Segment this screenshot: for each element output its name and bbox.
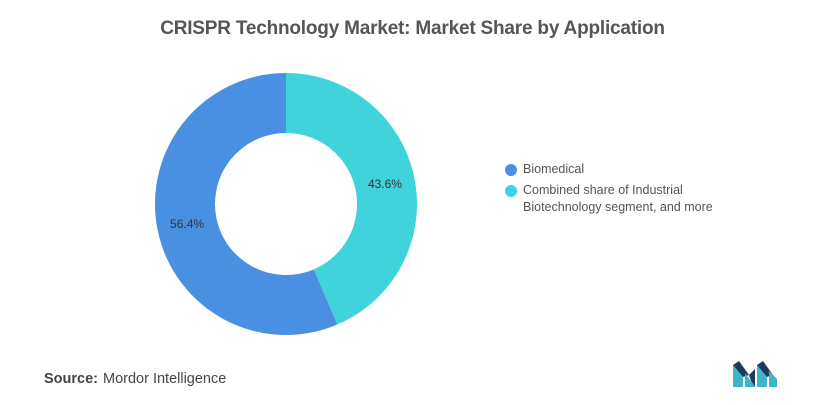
source-note: Source: Mordor Intelligence [44, 371, 226, 387]
chart-title: CRISPR Technology Market: Market Share b… [160, 18, 665, 39]
mordor-intelligence-logo-icon [733, 361, 777, 387]
legend-swatch-biomedical [505, 164, 517, 176]
legend-swatch-industrial [505, 185, 517, 197]
donut-label-industrial: 43.6% [368, 177, 402, 191]
legend-item-industrial: Combined share of Industrial Biotechnolo… [505, 182, 805, 216]
legend-label-industrial: Combined share of Industrial Biotechnolo… [523, 183, 713, 214]
source-value: Mordor Intelligence [103, 371, 227, 387]
legend-item-biomedical: Biomedical [505, 161, 805, 178]
donut-slice-industrial [286, 73, 417, 325]
legend-label-biomedical: Biomedical [523, 162, 585, 176]
chart-legend: Biomedical Combined share of Industrial … [505, 161, 805, 220]
source-label: Source: [44, 371, 98, 387]
donut-label-biomedical: 56.4% [170, 217, 204, 231]
donut-slice-biomedical [155, 73, 338, 336]
